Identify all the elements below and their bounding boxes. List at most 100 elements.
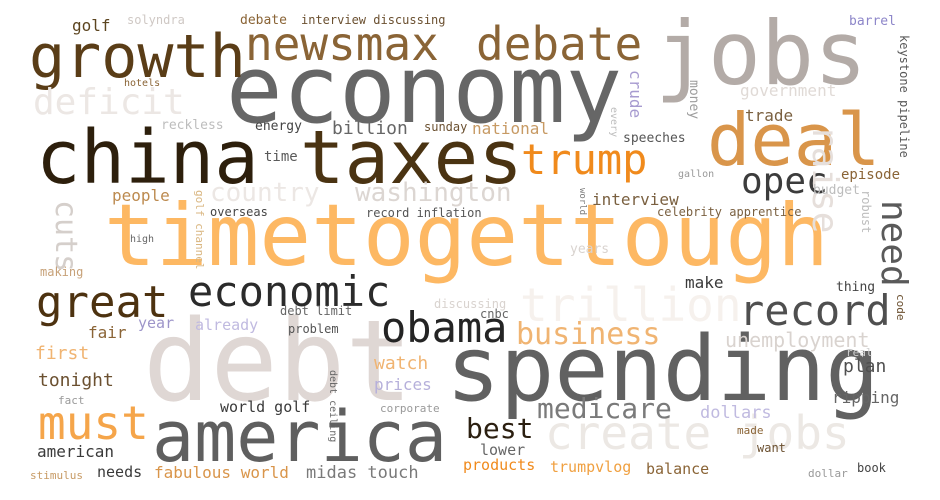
word: overseas xyxy=(210,205,268,219)
word: dollar xyxy=(808,467,848,480)
word: china xyxy=(36,115,259,201)
word: trade xyxy=(745,106,794,125)
word: making xyxy=(40,265,84,279)
word: trump xyxy=(521,135,648,184)
word: made xyxy=(737,424,764,437)
word: america xyxy=(152,396,448,478)
word: crude xyxy=(626,70,645,119)
word: want xyxy=(757,441,786,455)
word: business xyxy=(516,317,661,352)
word: hotels xyxy=(124,78,161,89)
word: opec xyxy=(741,161,828,202)
word: corporate xyxy=(380,402,440,415)
word: great xyxy=(36,277,169,328)
word: washington xyxy=(355,178,512,208)
word: trillion xyxy=(520,278,742,332)
word: time xyxy=(264,149,298,165)
word: golf xyxy=(72,16,111,35)
word: solyndra xyxy=(127,13,185,27)
word: world xyxy=(577,188,587,216)
word: speeches xyxy=(623,131,686,146)
word: economy xyxy=(226,36,623,145)
word: interview discussing xyxy=(301,13,446,27)
word: sunday xyxy=(424,120,468,134)
word: debt ceiling xyxy=(327,370,338,443)
word: cnbc xyxy=(480,307,509,321)
word: needs xyxy=(97,463,143,481)
word: high xyxy=(130,234,155,245)
word: gallon xyxy=(678,169,715,180)
word: products xyxy=(463,456,536,474)
word: prices xyxy=(374,375,432,394)
word: first xyxy=(35,343,90,364)
word: deficit xyxy=(33,82,185,123)
word: record inflation xyxy=(366,206,482,220)
word: billion xyxy=(332,118,408,139)
word: dollars xyxy=(700,403,772,423)
word: celebrity apprentice xyxy=(657,205,802,219)
word: lower xyxy=(480,441,526,459)
word: must xyxy=(38,396,149,450)
word: debt limit xyxy=(280,304,353,318)
word: golf channel xyxy=(193,190,206,270)
word: balance xyxy=(646,460,710,478)
word: best xyxy=(466,412,534,445)
word: ripping xyxy=(832,388,900,407)
word: need xyxy=(873,200,914,287)
word: barrel xyxy=(849,14,896,29)
word: debt xyxy=(143,297,413,427)
word: timetogettough xyxy=(104,186,829,286)
word: medicare xyxy=(537,392,672,425)
word: country xyxy=(210,178,320,208)
word: government xyxy=(740,81,837,100)
word: keystone pipeline xyxy=(897,35,911,158)
word: newsmax xyxy=(245,17,439,71)
word: trumpvlog xyxy=(550,458,632,476)
word: watch xyxy=(374,353,429,374)
word: create jobs xyxy=(545,406,850,460)
word: discussing xyxy=(434,297,507,311)
word[interactable]: raise xyxy=(804,125,845,234)
word: fact xyxy=(58,394,85,407)
word: stimulus xyxy=(30,469,83,482)
word: real xyxy=(846,346,873,359)
word: years xyxy=(570,242,610,257)
word: make xyxy=(685,273,724,292)
word: jobs xyxy=(655,2,867,105)
word: debate xyxy=(240,13,287,28)
word: midas touch xyxy=(306,463,419,483)
word: book xyxy=(857,461,886,475)
word: debate xyxy=(476,17,643,71)
word: national xyxy=(472,119,550,138)
word: economic xyxy=(188,267,391,316)
word: budget xyxy=(813,183,860,198)
word: code xyxy=(894,294,907,321)
word: episode xyxy=(841,167,901,183)
word: growth xyxy=(29,22,246,92)
word: tonight xyxy=(38,370,114,391)
word: plan xyxy=(843,356,887,377)
word: world golf xyxy=(220,398,311,416)
word: fair xyxy=(88,323,127,342)
word: energy xyxy=(255,119,302,134)
word: cuts xyxy=(48,200,83,273)
word: year xyxy=(138,314,175,332)
word: every xyxy=(608,107,619,138)
word: robust xyxy=(859,190,873,234)
word: reckless xyxy=(161,118,224,133)
word: thing xyxy=(836,280,876,295)
word: spending xyxy=(446,317,880,422)
word: deal xyxy=(707,98,881,182)
word: record xyxy=(739,286,891,335)
word: fabulous world xyxy=(154,463,289,482)
word: obama xyxy=(381,303,508,352)
word: taxes xyxy=(300,115,523,201)
word: problem xyxy=(288,322,339,336)
word: already xyxy=(195,316,259,334)
word: american xyxy=(37,442,115,461)
word: money xyxy=(686,80,701,120)
word: interview xyxy=(592,190,679,209)
word: people xyxy=(112,186,170,205)
word: unemployment xyxy=(725,328,870,352)
